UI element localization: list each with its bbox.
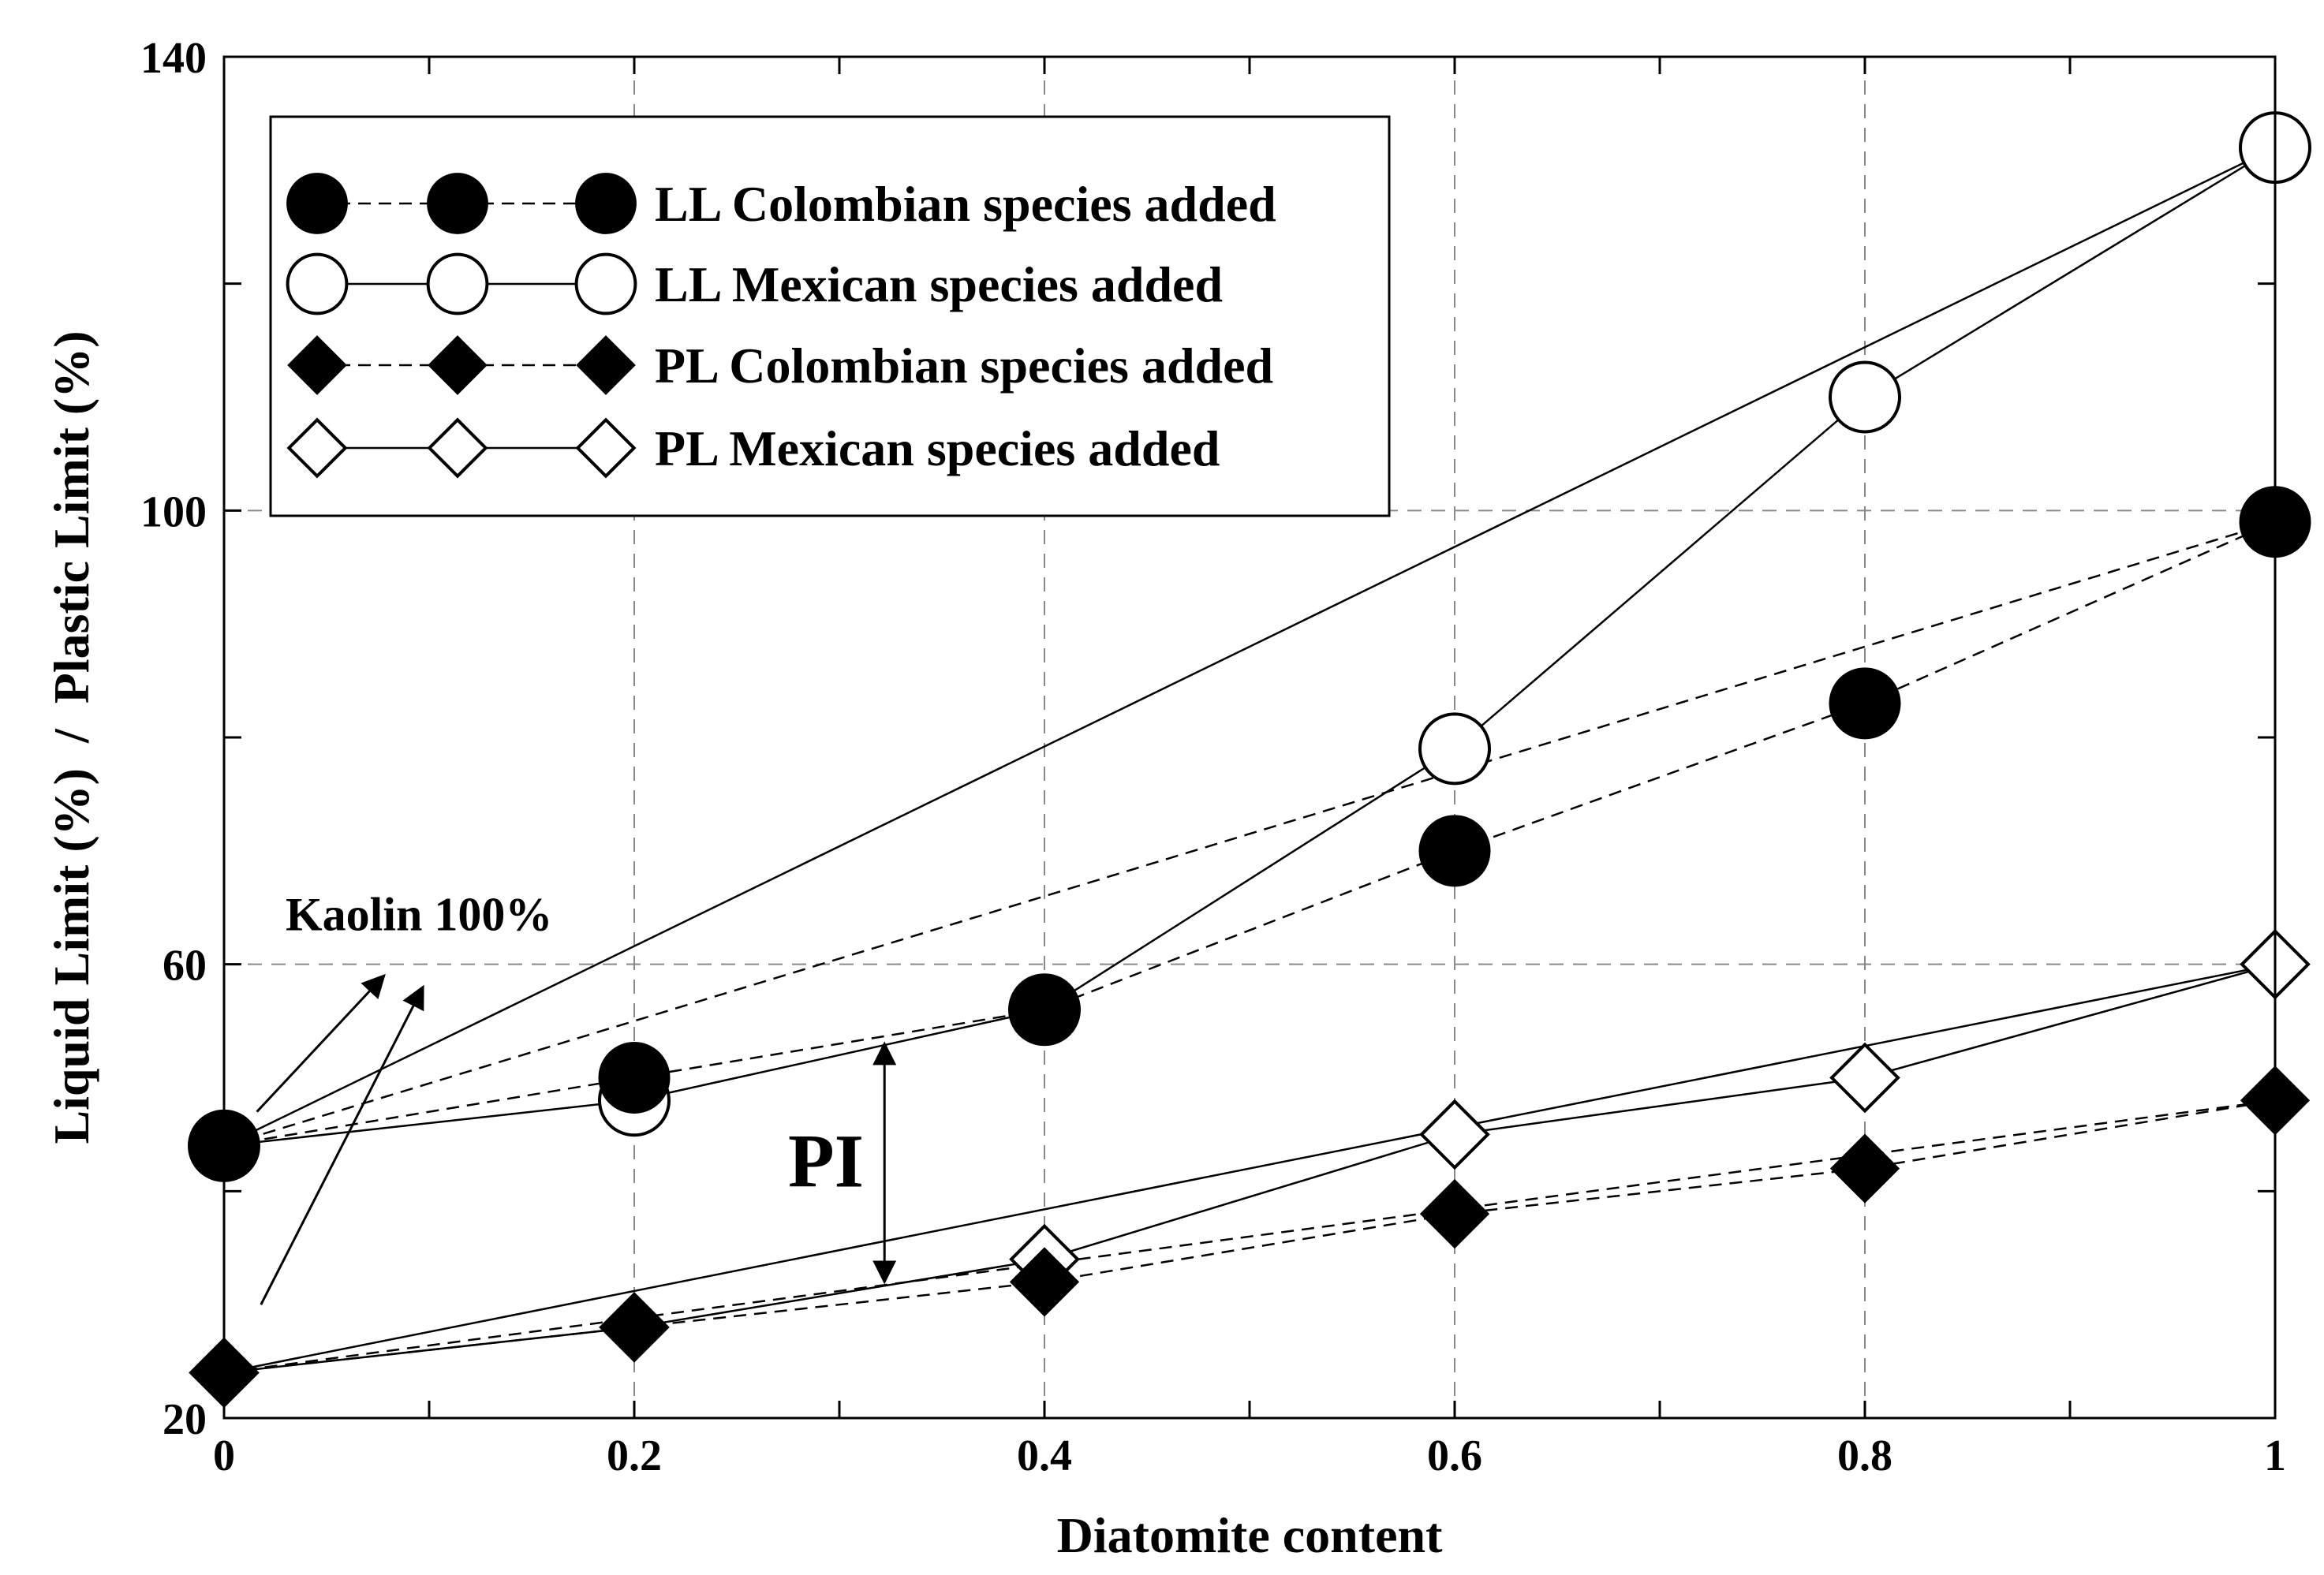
reference-line	[224, 963, 2275, 1374]
y-tick-label: 20	[163, 1395, 207, 1444]
legend-marker	[576, 335, 636, 395]
data-point	[1009, 1247, 1080, 1317]
legend-marker	[574, 252, 637, 315]
legend-marker	[428, 335, 488, 395]
kaolin-arrow	[256, 973, 386, 1113]
minor-ticks	[224, 57, 2275, 1418]
series-lines	[224, 146, 2275, 1374]
reference-line	[224, 146, 2275, 1147]
x-tick-label: 0.4	[1017, 1431, 1072, 1480]
legend-marker	[286, 252, 349, 315]
x-tick-labels: 0 0.2 0.4 0.6 0.8 1	[213, 1431, 2286, 1480]
series-line	[224, 146, 2275, 1148]
x-axis-title: Diatomite content	[1057, 1507, 1443, 1563]
y-tick-label: 60	[163, 942, 207, 991]
y-axis-title: Liquid Limit (%) / Plastic Limit (%)	[43, 330, 99, 1144]
data-point	[1418, 815, 1491, 887]
legend: LL Colombian species added LL Mexican spe…	[269, 115, 1391, 517]
data-point	[1419, 1099, 1490, 1170]
x-tick-label: 0.8	[1837, 1431, 1892, 1480]
x-tick-label: 1	[2264, 1431, 2286, 1480]
legend-label: PL Mexican species added	[655, 420, 1220, 476]
y-tick-label: 140	[140, 34, 207, 83]
legend-marker	[286, 173, 348, 234]
legend-marker	[575, 417, 637, 479]
data-point	[1418, 712, 1491, 786]
series-line	[224, 963, 2275, 1374]
data-point	[599, 1292, 670, 1363]
x-tick-label: 0.6	[1427, 1431, 1482, 1480]
legend-marker	[575, 173, 637, 234]
series-line	[224, 1099, 2275, 1374]
legend-marker	[287, 335, 347, 395]
annotation-arrows	[256, 973, 897, 1305]
plot-frame	[222, 55, 2277, 1420]
reference-line	[224, 521, 2275, 1147]
data-point	[1008, 973, 1081, 1046]
annotations: Kaolin 100% PI	[286, 889, 864, 1204]
reference-line	[224, 1099, 2275, 1374]
data-point	[1419, 1178, 1490, 1249]
data-point	[598, 1042, 671, 1114]
reference-lines	[224, 146, 2275, 1374]
data-point	[1829, 667, 1901, 740]
data-point	[1829, 360, 1901, 434]
legend-marker	[426, 252, 489, 315]
y-tick-label: 100	[140, 487, 207, 536]
legend-label: LL Mexican species added	[655, 256, 1223, 312]
kaolin-arrow	[260, 984, 424, 1305]
x-tick-label: 0.2	[607, 1431, 662, 1480]
legend-marker	[286, 417, 348, 479]
legend-label: LL Colombian species added	[655, 176, 1276, 232]
series-line	[224, 521, 2275, 1148]
data-point	[1829, 1042, 1900, 1114]
legend-marker	[427, 173, 488, 234]
data-point	[1829, 1133, 1900, 1204]
y-tick-labels: 20 60 100 140	[140, 34, 207, 1444]
pi-label: PI	[788, 1118, 864, 1203]
legend-marker	[427, 417, 488, 479]
legend-label: PL Colombian species added	[655, 338, 1273, 394]
kaolin-label: Kaolin 100%	[286, 889, 552, 941]
x-tick-label: 0	[213, 1431, 235, 1480]
